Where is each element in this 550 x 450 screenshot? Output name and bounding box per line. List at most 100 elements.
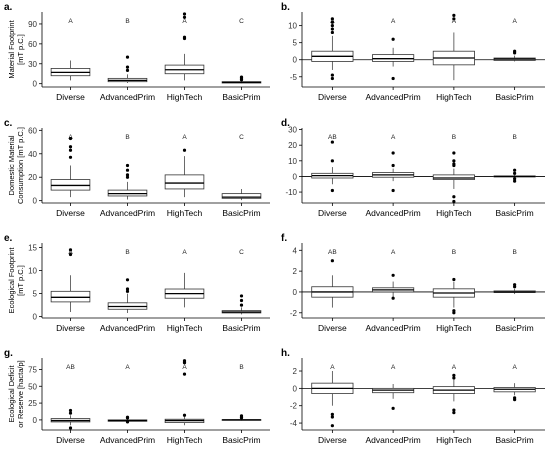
y-tick-label: 5	[293, 39, 298, 48]
y-tick-label: 0	[293, 56, 298, 65]
significance-letter: AB	[328, 249, 337, 256]
outlier-point	[330, 20, 334, 24]
panel-label: d.	[281, 118, 290, 129]
y-tick-label: 25	[28, 399, 37, 408]
panel-f: f. -2 0 2 4 Diverse AB AdvancedPrim A HighTech B Ba…	[281, 233, 545, 333]
outlier-point	[125, 420, 130, 424]
y-tick-label: 10	[28, 267, 37, 276]
outlier-point	[452, 408, 456, 412]
outlier-point	[452, 311, 456, 315]
y-tick-label: 20	[288, 141, 297, 150]
significance-letter: C	[239, 134, 244, 141]
significance-letter: A	[182, 134, 187, 141]
y-tick-label: 0	[293, 288, 298, 297]
y-tick-label: 75	[28, 365, 37, 374]
x-tick-label: HighTech	[436, 435, 472, 445]
panel-b: b. -5 0 5 10 Diverse A AdvancedPrim A HighTech A Ba…	[281, 2, 545, 102]
significance-letter: B	[512, 134, 516, 141]
panel-label: b.	[281, 2, 290, 13]
x-tick-label: Diverse	[56, 323, 85, 333]
x-tick-label: AdvancedPrim	[365, 208, 420, 218]
x-tick-label: HighTech	[167, 208, 203, 218]
y-tick-label: 4	[293, 246, 298, 255]
significance-letter: C	[239, 18, 244, 25]
outlier-point	[125, 65, 130, 69]
y-axis-label-line: [mT p.C.]	[16, 265, 25, 296]
outlier-point	[513, 171, 517, 175]
outlier-point	[330, 424, 334, 428]
outlier-point	[125, 289, 130, 293]
x-tick-label: BasicPrim	[222, 435, 260, 445]
x-tick-label: BasicPrim	[222, 92, 260, 102]
significance-letter: A	[330, 364, 335, 371]
significance-letter: A	[391, 249, 396, 256]
x-tick-label: HighTech	[436, 323, 472, 333]
x-tick-label: HighTech	[167, 92, 203, 102]
significance-letter: A	[391, 18, 396, 25]
x-tick-label: AdvancedPrim	[100, 323, 155, 333]
y-axis-label-line: Ecological Deficit	[7, 365, 16, 423]
significance-letter: B	[452, 134, 456, 141]
outlier-point	[391, 163, 395, 168]
outlier-point	[125, 68, 130, 73]
panel-label: e.	[4, 233, 13, 244]
outlier-point	[391, 273, 395, 277]
outlier-point	[391, 296, 395, 300]
x-tick-label: BasicPrim	[495, 208, 533, 218]
y-axis-label: Ecological Footprint[mT p.C.]	[7, 247, 25, 314]
x-tick-label: Diverse	[56, 92, 85, 102]
outlier-point	[391, 151, 395, 155]
outlier-point	[68, 145, 73, 149]
outlier-point	[125, 168, 130, 172]
outlier-point	[125, 278, 130, 282]
y-tick-label: 30	[288, 126, 297, 135]
outlier-point	[125, 163, 130, 168]
panel-label: h.	[281, 348, 290, 359]
significance-letter: B	[125, 134, 129, 141]
outlier-point	[513, 398, 517, 402]
outlier-point	[330, 73, 334, 77]
significance-letter: A	[452, 18, 457, 25]
y-tick-label: 2	[293, 267, 298, 276]
x-tick-label: Diverse	[318, 208, 347, 218]
x-tick-label: Diverse	[318, 92, 347, 102]
significance-letter: B	[512, 249, 516, 256]
x-tick-label: Diverse	[56, 435, 85, 445]
significance-letter: A	[182, 364, 187, 371]
y-axis-label: Domestic MaterialConsumption [mT p.C.]	[7, 127, 25, 204]
outlier-point	[452, 411, 456, 415]
y-tick-label: -2	[290, 402, 298, 411]
y-tick-label: 10	[288, 22, 297, 31]
outlier-point	[125, 173, 130, 177]
outlier-point	[182, 413, 187, 417]
x-tick-label: BasicPrim	[495, 92, 533, 102]
box-iqr	[432, 174, 475, 180]
y-tick-label: 60	[28, 126, 37, 135]
x-tick-label: BasicPrim	[222, 323, 260, 333]
outlier-point	[68, 426, 73, 430]
outlier-point	[68, 148, 73, 152]
outlier-point	[330, 17, 334, 21]
outlier-point	[68, 252, 73, 257]
y-tick-label: 0	[33, 80, 38, 89]
outlier-point	[68, 411, 73, 415]
y-tick-label: 90	[28, 20, 37, 29]
outlier-point	[513, 168, 517, 172]
x-tick-label: BasicPrim	[495, 435, 533, 445]
outlier-point	[391, 37, 395, 41]
outlier-point	[391, 188, 395, 193]
outlier-point	[239, 414, 244, 418]
x-tick-label: AdvancedPrim	[100, 92, 155, 102]
significance-letter: A	[68, 249, 73, 256]
outlier-point	[125, 287, 130, 291]
y-tick-label: 30	[28, 60, 37, 69]
y-tick-label: 0	[293, 384, 298, 393]
significance-letter: B	[452, 249, 456, 256]
outlier-point	[452, 151, 456, 155]
significance-letter: A	[182, 18, 187, 25]
significance-letter: C	[239, 249, 244, 256]
outlier-point	[68, 248, 73, 252]
